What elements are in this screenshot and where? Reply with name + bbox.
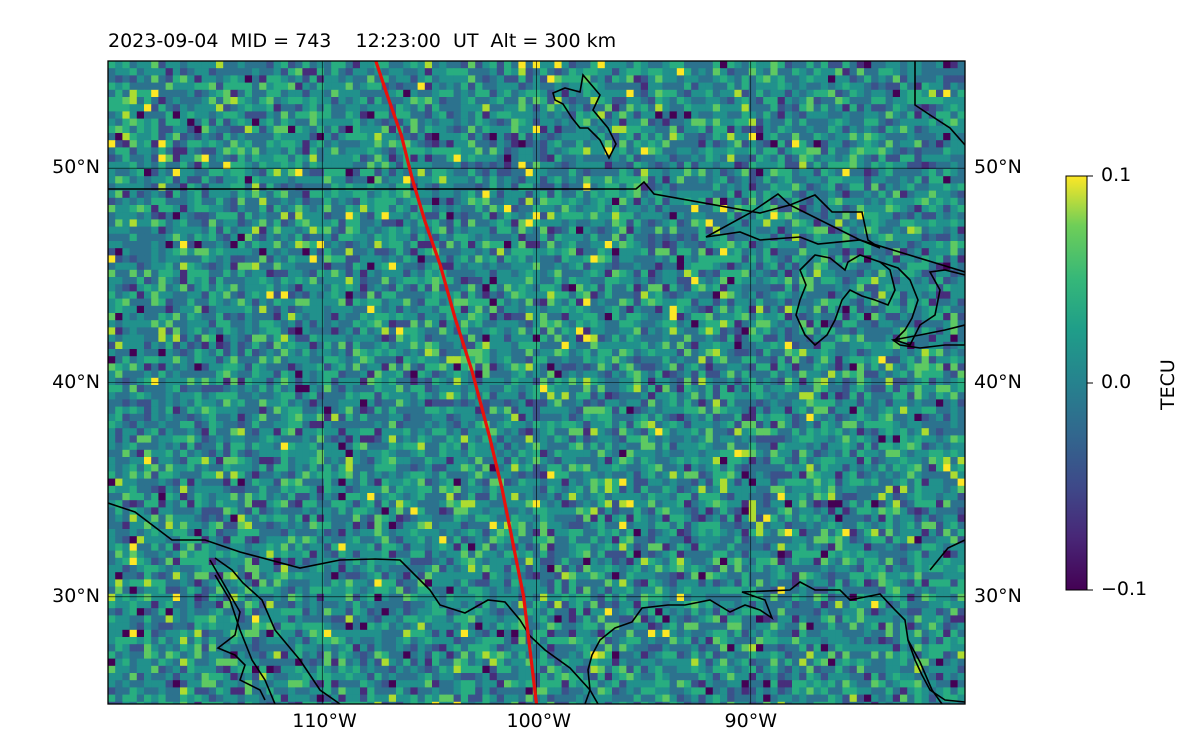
baja-inner-coast: [214, 574, 276, 704]
great-lakes-coast: [705, 192, 881, 249]
figure-title: 2023-09-04 MID = 743 12:23:00 UT Alt = 3…: [108, 30, 617, 52]
colorbar-label: TECU: [1157, 359, 1179, 410]
lat-tick-label-left: 30°N: [52, 584, 100, 607]
graticule: [108, 61, 965, 704]
lon-tick-label: 90°W: [724, 710, 777, 732]
lat-tick-label-left: 50°N: [52, 156, 100, 179]
lake-huron-coast: [879, 261, 965, 346]
gulf-of-california: [209, 559, 266, 701]
hudson-bay-coast: [552, 73, 617, 160]
lon-tick-label: 110°W: [292, 710, 357, 732]
lon-tick-label: 100°W: [506, 710, 572, 732]
lat-tick-label-left: 40°N: [52, 370, 100, 393]
us-canada-border: [108, 180, 965, 273]
satellite-track: [374, 61, 539, 704]
lat-tick-label-right: 50°N: [974, 156, 1022, 179]
lake-michigan-coast: [795, 254, 896, 347]
colorbar-ticks: [1087, 175, 1093, 591]
tec-cell-grid: [108, 61, 965, 704]
baja-coast: [214, 557, 341, 704]
canada-east-coast: [914, 61, 965, 146]
florida-gulf-coast: [907, 639, 943, 704]
lat-tick-label-right: 30°N: [974, 584, 1022, 607]
lake-erie-coast: [891, 324, 965, 349]
us-mexico-border: [108, 502, 599, 704]
florida-atlantic-coast: [929, 539, 965, 571]
colorbar: [1065, 175, 1088, 591]
lat-tick-label-right: 40°N: [974, 370, 1022, 393]
coastlines-and-borders: [108, 61, 965, 704]
colorbar-tick-label: −0.1: [1101, 578, 1148, 600]
colorbar-tick-label: 0.1: [1101, 164, 1132, 186]
map-frame: [107, 60, 966, 705]
colorbar-tick-label: 0.0: [1101, 371, 1132, 393]
